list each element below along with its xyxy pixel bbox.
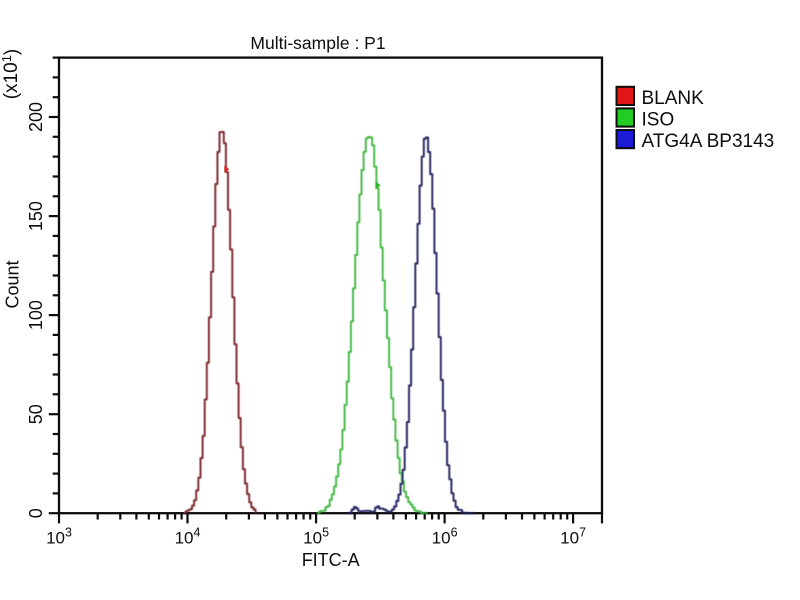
- svg-text:FITC-A: FITC-A: [302, 550, 360, 570]
- svg-text:200: 200: [26, 102, 46, 132]
- svg-text:Multi-sample : P1: Multi-sample : P1: [250, 33, 385, 53]
- svg-text:Count: Count: [2, 260, 22, 308]
- svg-text:BLANK: BLANK: [642, 88, 705, 109]
- svg-text:50: 50: [26, 404, 46, 424]
- svg-text:ATG4A BP3143: ATG4A BP3143: [642, 131, 775, 152]
- svg-text:100: 100: [26, 300, 46, 330]
- svg-text:0: 0: [26, 508, 46, 518]
- svg-text:ISO: ISO: [642, 110, 675, 131]
- svg-text:150: 150: [26, 201, 46, 231]
